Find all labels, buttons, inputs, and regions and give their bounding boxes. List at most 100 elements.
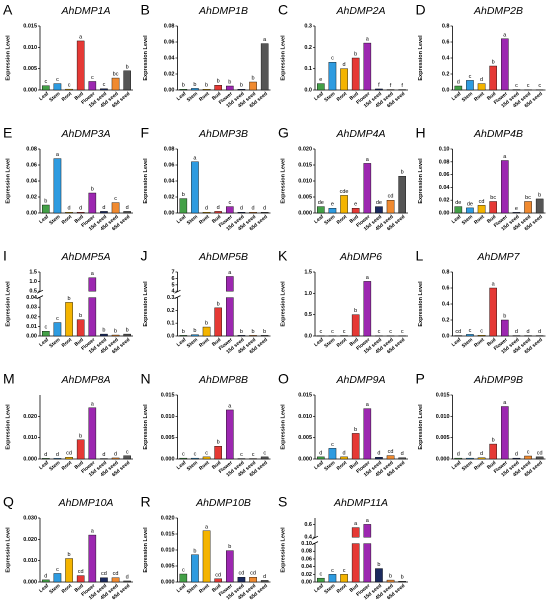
significance-letter: a [91,401,95,407]
x-tick-label: Bud [349,91,360,102]
x-tick-label: Stem [323,583,337,596]
bar [328,448,337,460]
y-tick-label: 0.04 [439,185,451,191]
bar [466,80,474,91]
x-tick-label: Stem [461,91,475,104]
bar [88,297,97,337]
x-tick-label: Bud [349,460,360,471]
bar [237,577,246,583]
bar [179,457,188,460]
x-tick-label: Leaf [313,583,325,594]
significance-letter: b [240,83,243,89]
bar [191,88,199,91]
chart-title: AhDMP11A [333,497,388,509]
significance-letter: cd [101,571,107,577]
significance-letter: b [193,548,196,554]
significance-letter: cd [537,450,543,456]
bar [237,88,246,91]
y-tick-label: 0.020 [23,414,37,420]
significance-letter: cd [78,569,84,575]
y-tick-label: 0.8 [442,269,450,275]
panel-letter: P [416,371,425,387]
significance-letter: c [228,200,231,206]
significance-letter: c [252,452,255,458]
significance-letter: d [527,329,530,335]
y-tick-label: 0.02 [301,572,312,578]
chart-title: AhDMP5A [60,251,110,263]
y-tick-label: 1.5 [304,269,312,275]
y-tick-label: 0.000 [23,456,37,462]
bar [317,456,325,460]
x-tick-label: Root [336,337,349,349]
chart-title: AhDMP4B [473,128,523,140]
significance-letter: e [319,77,322,83]
y-tick-label: 1.5 [29,269,37,275]
bar [249,81,257,91]
panel-letter: K [278,248,288,264]
y-tick-label: 0.020 [298,146,312,152]
significance-letter: d [468,452,471,458]
significance-letter: cd [388,449,394,455]
bar [226,297,234,337]
bar [111,334,120,337]
bar [53,458,62,460]
significance-letter: d [44,452,47,458]
bar [179,88,188,91]
panel-letter: I [3,248,7,264]
bar [317,577,325,583]
bar [260,211,269,214]
panel-letter: A [3,2,13,18]
y-axis-label: Expression Level [280,158,286,204]
bar [237,211,246,214]
axis-break [36,289,44,294]
bar [260,456,269,460]
y-axis-label: Expression Level [418,35,424,81]
chart-title: AhDMP2A [335,5,385,17]
bar [512,457,521,460]
bar [42,204,50,214]
bar [477,83,486,91]
bar [88,192,97,214]
x-tick-label: Stem [323,337,337,350]
significance-letter: cde [340,189,349,195]
bar [501,38,509,91]
significance-letter: b [263,329,266,335]
y-tick-label: 0.00 [26,333,37,339]
x-tick-label: Bud [349,214,360,225]
x-tick-label: Root [198,337,211,349]
y-tick-label: 0.08 [164,146,175,152]
x-tick-label: Stem [186,583,200,596]
y-tick-label: 0.4 [442,301,451,307]
y-tick-label: 0.04 [164,55,176,61]
chart-title: AhDMP9A [335,374,385,386]
significance-letter: b [205,83,208,89]
bar [179,198,188,214]
x-tick-label: Bud [349,337,360,348]
significance-letter: b [401,575,404,581]
y-axis-label: Expression Level [143,527,149,573]
significance-letter: c [56,77,59,83]
y-axis-label: Expression Level [143,404,149,450]
x-tick-label: Stem [323,460,337,473]
chart-title: AhDMP10A [58,497,114,509]
significance-letter: b [377,562,380,568]
y-tick-label: 0.06 [26,162,37,168]
significance-letter: a [91,529,95,535]
significance-letter: a [91,271,95,277]
significance-letter: b [354,51,357,57]
y-tick-label: 0.6 [442,39,450,45]
y-axis-label: Expression Level [5,527,11,573]
significance-letter: b [240,329,243,335]
significance-letter: c [527,449,530,455]
significance-letter: c [469,74,472,80]
bar [363,543,372,583]
x-tick-label: Bud [211,337,222,348]
y-tick-label: 0.000 [298,456,312,462]
y-tick-label: 0.0 [442,333,450,339]
x-tick-label: Leaf [313,91,325,102]
y-tick-label: 0.005 [436,435,450,441]
bar [65,88,73,91]
significance-letter: c [194,452,197,458]
bar [249,577,257,583]
bar [191,554,199,583]
